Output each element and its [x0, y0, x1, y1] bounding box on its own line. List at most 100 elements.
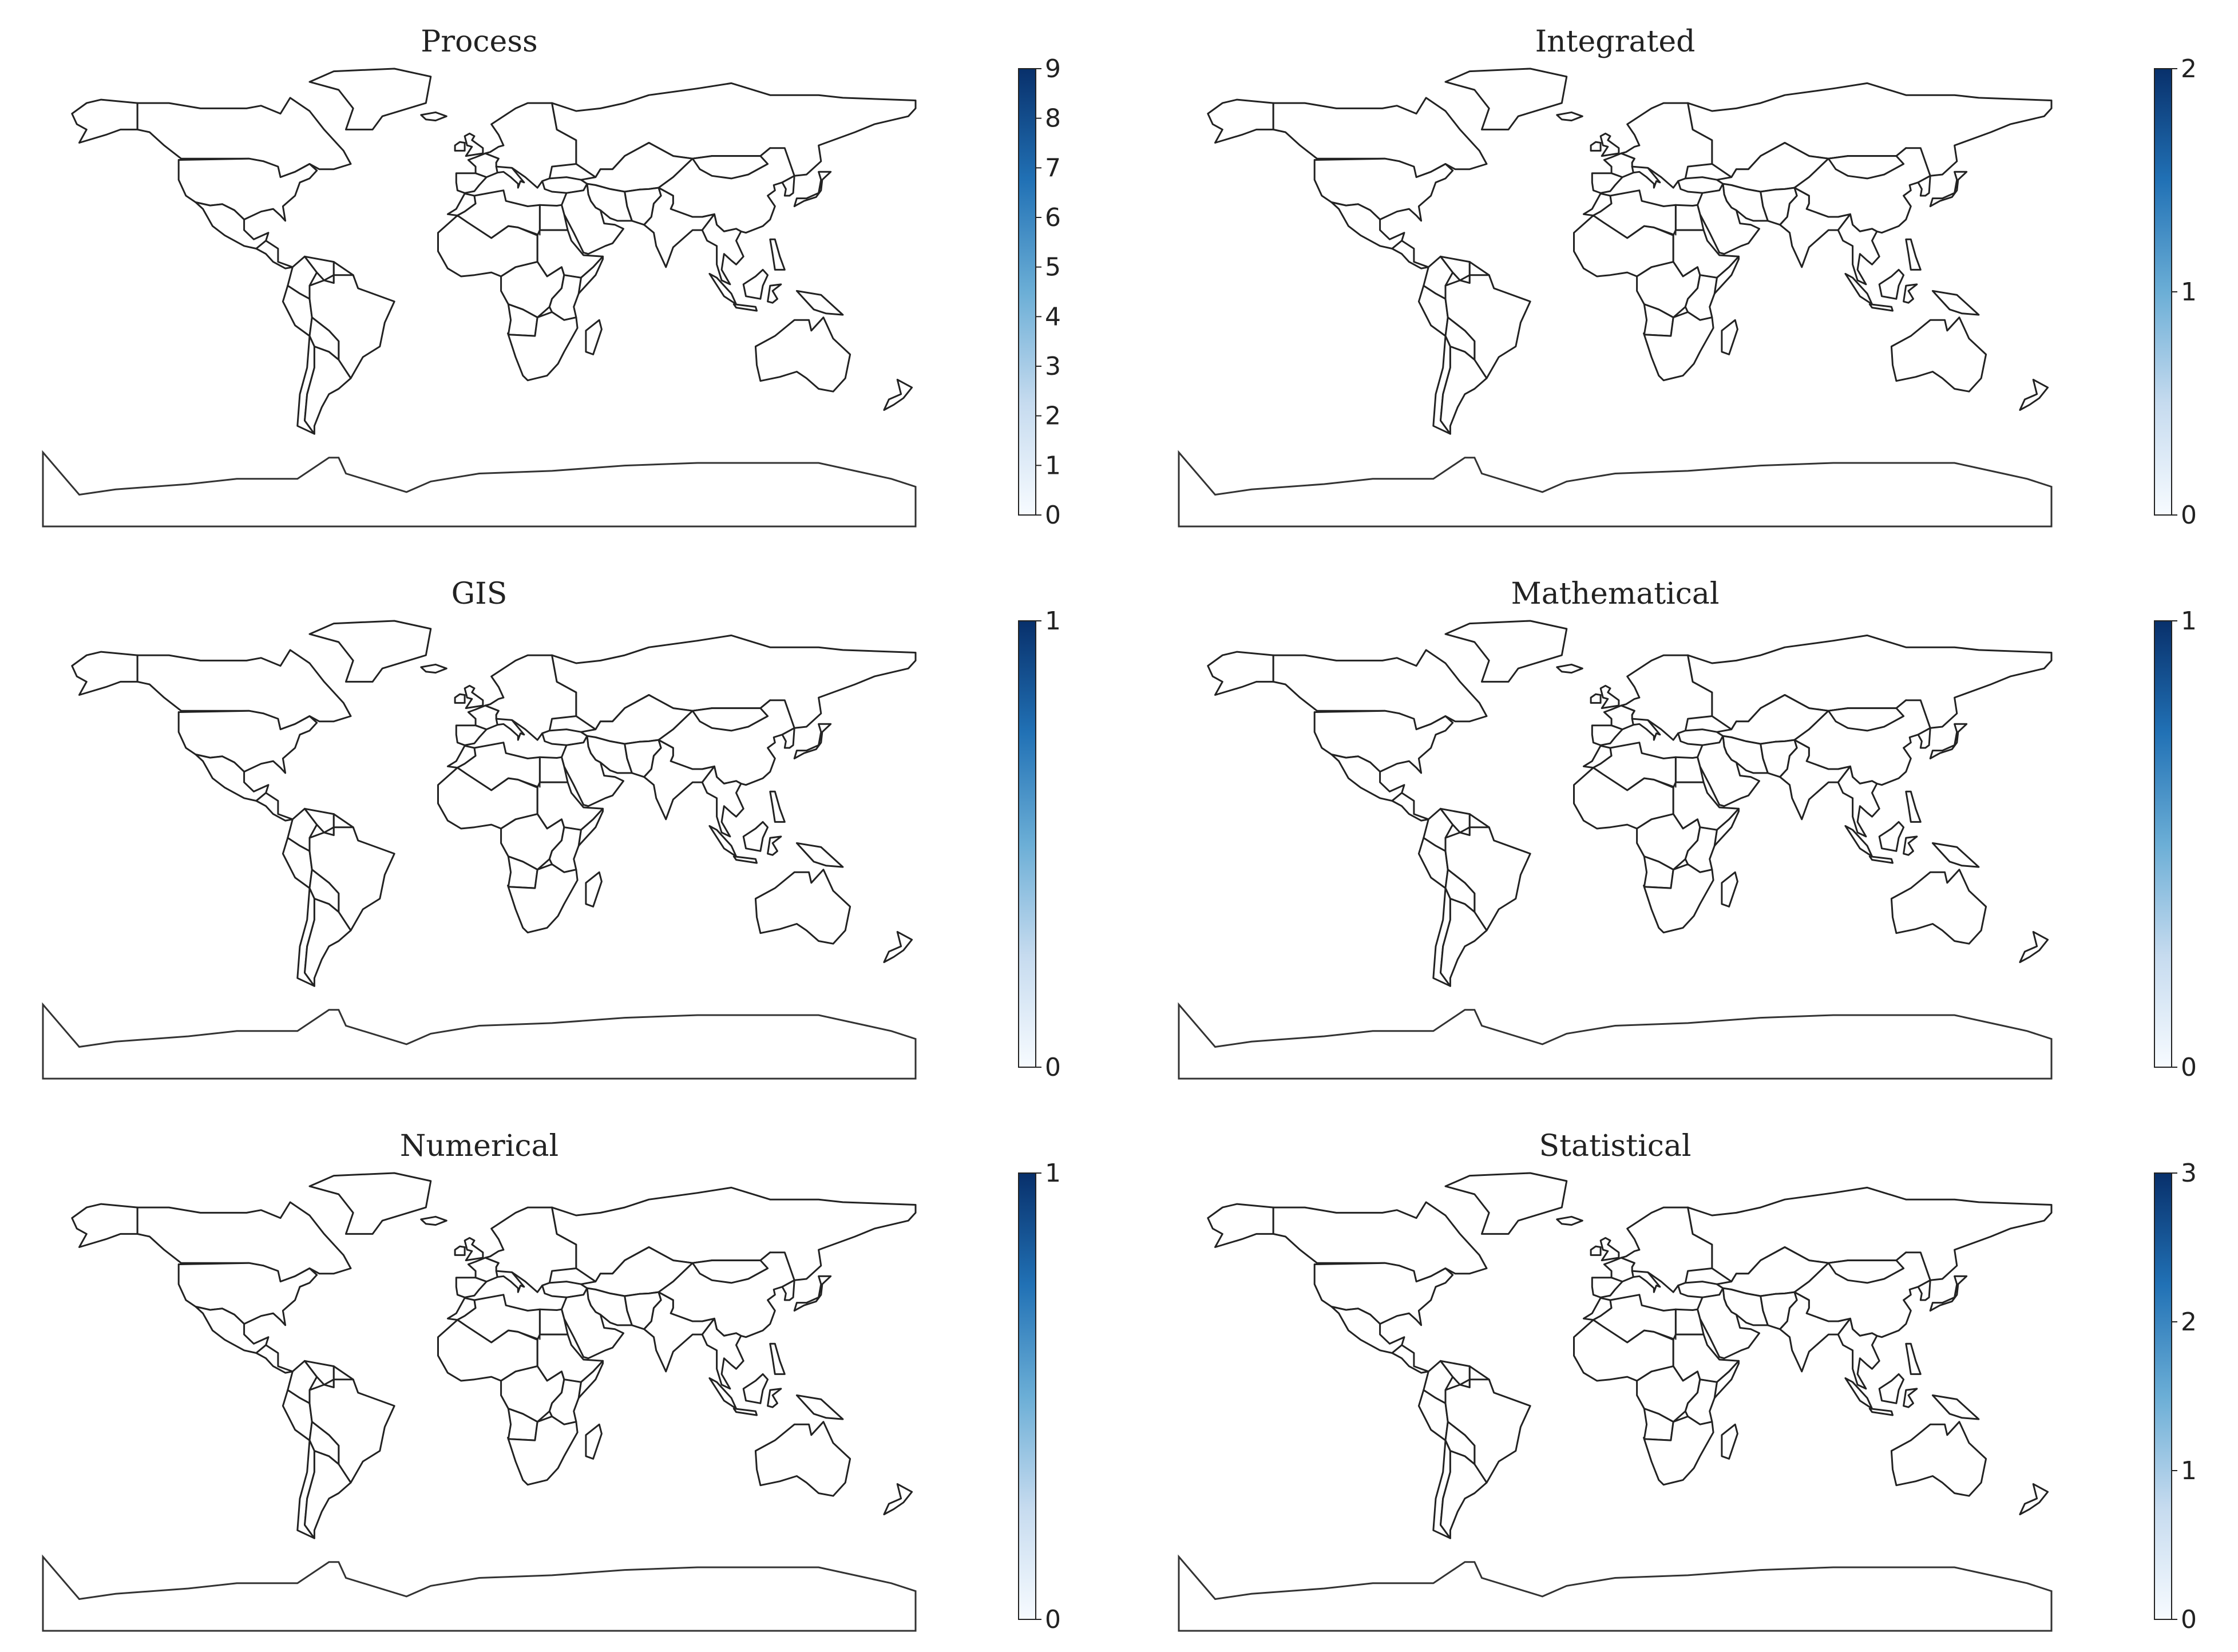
country-canada [136, 649, 352, 731]
country-egypt [1674, 204, 1705, 231]
country-argentina [1440, 1450, 1488, 1539]
country-egypt [1674, 1308, 1705, 1336]
country-southeast-asia [701, 765, 744, 838]
country-java [732, 1408, 758, 1416]
country-venezuela [304, 1360, 335, 1386]
colorbar-tick-label: 1 [1045, 607, 1061, 636]
colorbar-tick-label: 0 [1045, 1605, 1061, 1634]
border-line [508, 303, 524, 310]
map-title: Numerical [400, 1129, 558, 1163]
country-australia [1890, 1421, 1987, 1497]
colorbar-gradient [2154, 69, 2172, 515]
country-venezuela [304, 255, 335, 282]
country-greenland [308, 620, 432, 683]
colorbar-tick-label: 7 [1045, 153, 1061, 183]
colorbar-gradient [2154, 621, 2172, 1067]
border-line [473, 195, 477, 204]
country-greenland [1444, 68, 1568, 130]
border-line [1609, 195, 1613, 204]
colorbar-frame [2154, 1172, 2172, 1620]
colorbar-gradient [1019, 1173, 1036, 1619]
country-egypt [538, 756, 569, 783]
country-venezuela [1440, 1360, 1471, 1386]
colorbar: 0 1 2 3 [2154, 1159, 2197, 1634]
colorbar-tick-label: 1 [1045, 1159, 1061, 1188]
country-new-zealand [883, 930, 913, 963]
country-philippines [1905, 238, 1922, 271]
colorbar-tick-label: 0 [2181, 1053, 2197, 1082]
country-ireland [1590, 1245, 1602, 1256]
country-alaska [71, 651, 138, 696]
country-iceland [420, 1215, 447, 1226]
country-central-america [1391, 792, 1429, 822]
country-central-america [255, 792, 294, 822]
country-new-zealand [2019, 378, 2049, 411]
country-japan [1929, 723, 1968, 759]
country-philippines [769, 238, 786, 271]
world-map [1178, 68, 2053, 528]
country-southeast-asia [1837, 1317, 1880, 1390]
country-indonesia-sumatra [708, 1377, 737, 1410]
country-australia [754, 316, 851, 393]
country-new-guinea [795, 842, 844, 868]
country-alaska [1207, 98, 1274, 144]
country-ireland [454, 693, 466, 704]
country-australia [754, 869, 851, 945]
country-new-zealand [2019, 1483, 2049, 1515]
country-mexico [1330, 754, 1405, 802]
border-line [473, 1300, 477, 1308]
colorbar-frame [1018, 1172, 1036, 1620]
country-antarctica [1178, 1002, 2053, 1080]
border-line [1643, 1408, 1659, 1415]
country-ireland [454, 1245, 466, 1256]
country-antarctica [42, 1002, 917, 1080]
country-japan [793, 723, 832, 759]
country-sulawesi [1903, 835, 1918, 856]
country-iceland [420, 111, 447, 122]
country-uk [1599, 1237, 1620, 1262]
country-java [732, 855, 758, 864]
country-java [1868, 855, 1894, 864]
world-map [1178, 620, 2053, 1080]
country-canada [1272, 97, 1488, 179]
map-panel-2: Integrated 0 1 2 [1178, 25, 2197, 530]
country-philippines [1905, 1342, 1922, 1375]
country-korea [781, 175, 795, 197]
border-line [1643, 855, 1659, 862]
country-madagascar [585, 871, 603, 908]
country-arabia [561, 183, 624, 255]
country-iceland [1556, 663, 1583, 674]
world-map [42, 68, 917, 528]
country-greenland [1444, 620, 1568, 683]
country-new-guinea [1931, 842, 1980, 868]
country-madagascar [1721, 319, 1738, 355]
colorbar-tick-label: 2 [2181, 1308, 2197, 1337]
country-madagascar [585, 1423, 603, 1460]
map-title: Statistical [1539, 1129, 1691, 1163]
country-canada [136, 1201, 352, 1283]
country-australia [754, 1421, 851, 1497]
colorbar-frame [2154, 620, 2172, 1068]
country-borneo [742, 268, 769, 300]
country-argentina [304, 898, 352, 987]
country-new-guinea [1931, 290, 1980, 316]
country-antarctica [42, 1554, 917, 1632]
colorbar-gradient [1019, 69, 1036, 515]
country-argentina [304, 1450, 352, 1539]
country-canada [1272, 649, 1488, 731]
world-map [42, 1172, 917, 1632]
country-greenland [1444, 1172, 1568, 1235]
country-japan [1929, 1275, 1968, 1312]
country-europe [1620, 1206, 1713, 1293]
country-uk [464, 132, 484, 157]
colorbar-tick-label: 3 [2181, 1159, 2197, 1188]
world-map [1178, 1172, 2053, 1632]
colorbar-gradient [2154, 1173, 2172, 1619]
world-map [42, 620, 917, 1080]
colorbar-tick-label: 2 [2181, 54, 2197, 84]
border-line [473, 747, 477, 756]
country-philippines [769, 1342, 786, 1375]
country-egypt [1674, 756, 1705, 783]
